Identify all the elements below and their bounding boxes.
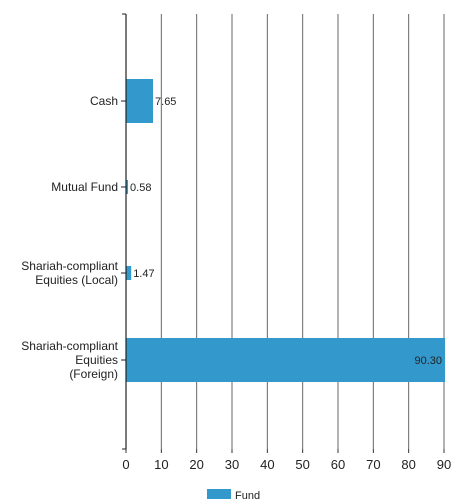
x-tick-label-60: 60 [331,457,345,472]
category-label-line: Mutual Fund [51,180,118,194]
x-tick-label-20: 20 [189,457,203,472]
category-label-3: Shariah-compliant Equities (Foreign) [21,339,118,381]
category-label-line: (Foreign) [69,367,118,381]
category-label-line: Shariah-compliant [21,259,118,273]
x-tick-label-80: 80 [401,457,415,472]
bar-0 [126,79,154,123]
x-tick-label-90: 90 [437,457,451,472]
axes [121,13,445,453]
x-tick-label-50: 50 [295,457,309,472]
bar-1 [126,180,129,194]
data-label-0: 7.65 [155,96,176,108]
category-label-line: Shariah-compliant [21,339,118,353]
labels: 0 10 20 30 40 50 60 70 80 90 Cash 7.65 Mutual Fund 0.… [21,94,451,472]
category-label-line: Cash [90,94,118,108]
x-tick-label-70: 70 [366,457,380,472]
category-label-1: Mutual Fund [51,180,118,194]
bar-3 [126,338,446,382]
legend: Fund [207,489,260,502]
bar-2 [126,266,132,280]
category-label-line: Equities (Local) [35,273,118,287]
legend-swatch [207,489,231,499]
data-label-2: 1.47 [133,268,154,280]
bars [126,79,446,382]
gridlines [160,14,445,449]
x-tick-label-40: 40 [260,457,274,472]
x-tick-label-30: 30 [225,457,239,472]
data-label-3: 90.30 [415,355,443,367]
x-tick-label-10: 10 [154,457,168,472]
data-label-1: 0.58 [130,182,151,194]
x-tick-label-0: 0 [122,457,129,472]
category-label-0: Cash [90,94,118,108]
category-label-2: Shariah-compliant Equities (Local) [21,259,118,287]
legend-label: Fund [235,490,260,502]
category-label-line: Equities [75,353,118,367]
